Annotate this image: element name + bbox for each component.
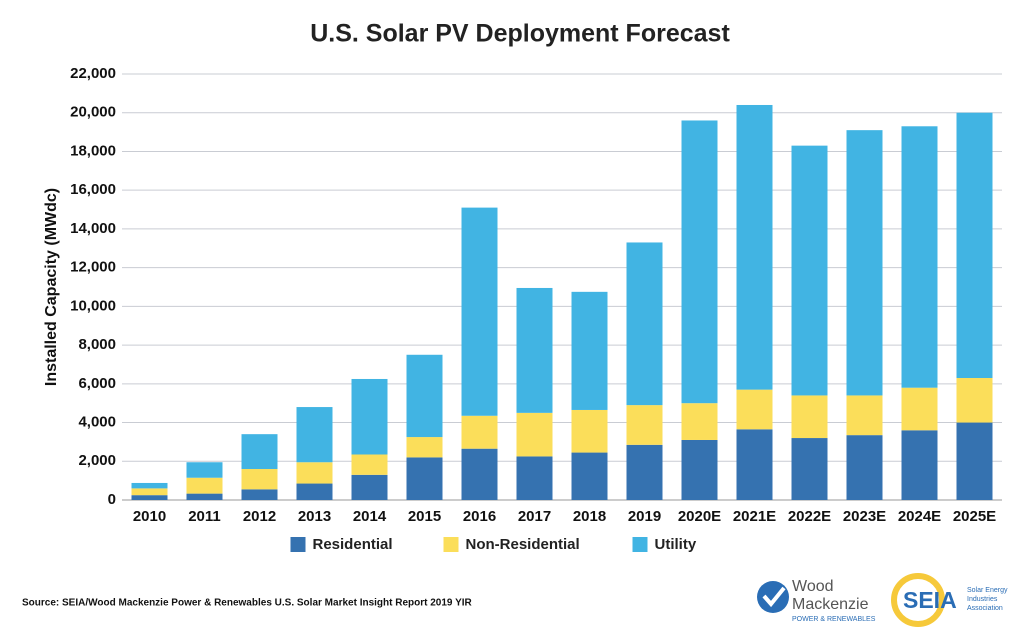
bar-segment	[956, 378, 993, 423]
x-tick-label: 2023E	[843, 508, 886, 525]
x-tick-label: 2012	[243, 508, 276, 525]
bar-segment	[516, 456, 553, 500]
bar-segment	[351, 378, 388, 455]
bar-segment	[736, 429, 773, 500]
bar-segment	[296, 483, 333, 500]
logo-text: Industries	[967, 596, 998, 603]
bar-segment	[846, 395, 883, 436]
y-tick-label: 2,000	[78, 452, 116, 469]
x-tick-label: 2016	[463, 508, 496, 525]
bar-segment	[956, 112, 993, 379]
bar-segment	[571, 452, 608, 500]
y-axis-label: Installed Capacity (MWdc)	[43, 188, 60, 386]
bar-segment	[736, 389, 773, 430]
bar-segment	[351, 454, 388, 475]
logo-text: SEIA	[903, 587, 957, 613]
bar-segment	[351, 474, 388, 500]
bar-segment	[571, 409, 608, 453]
source: Source: SEIA/Wood Mackenzie Power & Rene…	[22, 598, 473, 609]
bar-segment	[516, 287, 553, 413]
bar-segment	[791, 438, 828, 500]
y-tick-label: 0	[108, 491, 116, 508]
x-tick-label: 2022E	[788, 508, 831, 525]
bar-segment	[516, 412, 553, 457]
y-tick-label: 12,000	[70, 259, 116, 276]
bar-segment	[626, 242, 663, 406]
bar-segment	[131, 495, 168, 500]
legend-swatch	[443, 537, 459, 552]
bar-segment	[186, 477, 223, 494]
bar-segment	[901, 126, 938, 388]
bar-segment	[461, 415, 498, 449]
x-tick-label: 2011	[188, 508, 221, 525]
x-tick-label: 2017	[518, 508, 551, 525]
logo-text: Solar Energy	[967, 587, 1008, 594]
x-tick-label: 2019	[628, 508, 661, 525]
y-tick-label: 4,000	[78, 414, 116, 431]
logo-text: Wood	[792, 578, 834, 595]
logo-text: Association	[967, 605, 1003, 612]
bar-segment	[406, 354, 443, 438]
wood-mackenzie-logo: Wood Mackenzie POWER & RENEWABLES	[757, 578, 876, 623]
bar-segment	[846, 130, 883, 396]
bar-segment	[131, 482, 168, 489]
y-tick-label: 14,000	[70, 220, 116, 237]
bar-segment	[461, 207, 498, 416]
legend-label: Non-Residential	[466, 536, 580, 553]
legend-swatch	[632, 537, 648, 552]
bar-segment	[791, 145, 828, 396]
bar-segment	[956, 422, 993, 500]
y-tick-label: 20,000	[70, 104, 116, 121]
x-tick-label: 2024E	[898, 508, 941, 525]
bar-segment	[681, 403, 718, 440]
bar-segment	[296, 407, 333, 463]
x-tick-label: 2021E	[733, 508, 776, 525]
logo-ring	[891, 573, 945, 627]
bar-segment	[406, 437, 443, 458]
y-tick-label: 8,000	[78, 336, 116, 353]
chart-title: U.S. Solar PV Deployment Forecast	[310, 20, 730, 48]
x-tick-label: 2020E	[678, 508, 721, 525]
bar-segment	[186, 462, 223, 478]
bar-segment	[296, 462, 333, 484]
bar-segment	[461, 448, 498, 500]
bar-segment	[901, 387, 938, 431]
bar-segment	[846, 435, 883, 500]
bar-segment	[626, 405, 663, 445]
logo-text: POWER & RENEWABLES	[792, 616, 876, 623]
bar-segment	[241, 469, 278, 490]
legend-label: Utility	[655, 536, 697, 553]
bar-segment	[241, 489, 278, 500]
legend-label: Residential	[313, 536, 393, 553]
bar-segment	[406, 457, 443, 500]
x-tick-label: 2014	[353, 508, 387, 525]
bar-segment	[131, 488, 168, 496]
bar-segment	[186, 493, 223, 500]
x-tick-label: 2013	[298, 508, 331, 525]
y-tick-label: 16,000	[70, 181, 116, 198]
seia-logo: SEIA Solar Energy Industries Association	[891, 573, 1008, 627]
bar-segment	[681, 439, 718, 500]
x-tick-label: 2010	[133, 508, 166, 525]
bar-segment	[571, 291, 608, 410]
x-tick-label: 2025E	[953, 508, 996, 525]
bar-segment	[901, 430, 938, 500]
logo-text: Mackenzie	[792, 596, 869, 613]
x-tick-label: 2015	[408, 508, 441, 525]
bar-segment	[681, 120, 718, 404]
bar-segment	[736, 104, 773, 390]
bar-segment	[241, 434, 278, 470]
y-tick-label: 22,000	[70, 65, 116, 82]
x-tick-label: 2018	[573, 508, 606, 525]
y-tick-label: 6,000	[78, 375, 116, 392]
y-tick-label: 10,000	[70, 297, 116, 314]
bar-segment	[626, 444, 663, 500]
y-tick-label: 18,000	[70, 142, 116, 159]
logo-check	[762, 586, 786, 608]
logo-circle	[757, 581, 789, 613]
bar-segment	[791, 395, 828, 439]
legend-swatch	[290, 537, 306, 552]
